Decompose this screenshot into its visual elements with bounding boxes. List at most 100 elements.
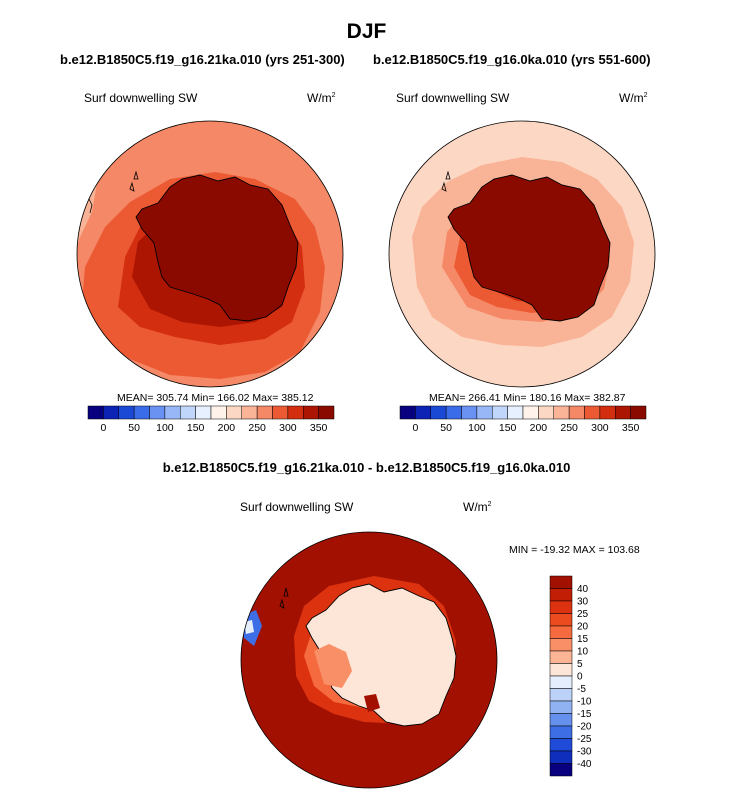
right-colorbar-label: 350	[622, 422, 640, 434]
panel-right-variable: Surf downwelling SW	[396, 91, 510, 105]
right-colorbar-label: 150	[499, 422, 517, 434]
panel-left-stats: MEAN= 305.74 Min= 166.02 Max= 385.12	[117, 392, 314, 404]
diff-map	[240, 531, 498, 789]
panel-right-subtitle: b.e12.B1850C5.f19_g16.0ka.010 (yrs 551-6…	[373, 52, 651, 67]
panel-left-units: W/m2	[307, 91, 336, 105]
left-colorbar-label: 0	[100, 422, 106, 434]
left-colorbar-swatch	[256, 405, 273, 420]
right-south-america-tip	[441, 170, 451, 192]
right-colorbar-swatch	[538, 405, 554, 420]
right-colorbar-swatch	[415, 405, 431, 420]
right-colorbar-label: 0	[412, 422, 418, 434]
left-colorbar-swatch	[133, 405, 150, 420]
diff-colorbar-swatch	[549, 750, 573, 764]
diff-antarctica	[305, 583, 457, 727]
right-colorbar-swatch	[553, 405, 570, 420]
diff-colorbar-swatch	[549, 650, 573, 664]
right-map-border	[388, 120, 656, 388]
left-colorbar-label: 100	[156, 422, 174, 434]
right-colorbar-swatch	[568, 405, 585, 420]
diff-colorbar-label: 0	[577, 672, 583, 683]
diff-colorbar-swatch	[549, 588, 573, 602]
panel-left-map	[76, 120, 344, 388]
left-colorbar-label: 150	[187, 422, 205, 434]
diff-colorbar-label: -30	[577, 747, 592, 758]
diff-colorbar-swatch	[549, 738, 573, 752]
diff-units: W/m2	[463, 500, 492, 514]
right-colorbar-label: 300	[591, 422, 609, 434]
left-colorbar-label: 250	[248, 422, 266, 434]
diff-colorbar-swatch	[549, 675, 573, 689]
right-colorbar-swatch	[615, 405, 631, 420]
left-colorbar-swatch	[318, 405, 335, 420]
left-antarctica	[135, 174, 299, 322]
diff-colorbar-swatch	[549, 725, 573, 739]
panel-right-colorbar: 0 50 100 150 200 250 300 350	[399, 405, 647, 434]
diff-colorbar-swatch	[549, 688, 573, 702]
panel-left-variable: Surf downwelling SW	[84, 91, 198, 105]
diff-shelf-anomaly	[364, 694, 380, 712]
diff-colorbar-label: -20	[577, 722, 592, 733]
right-colorbar-swatch	[630, 405, 647, 420]
left-colorbar-swatch	[180, 405, 196, 420]
diff-colorbar-swatch	[549, 713, 573, 727]
left-colorbar-swatch	[241, 405, 258, 420]
left-colorbar-swatch	[87, 405, 104, 420]
left-map-border	[76, 120, 344, 388]
diff-colorbar-label: -10	[577, 697, 592, 708]
left-colorbar-label: 50	[128, 422, 140, 434]
left-colorbar-label: 200	[218, 422, 236, 434]
left-colorbar-swatch	[303, 405, 319, 420]
diff-colorbar-swatch	[549, 638, 573, 652]
diff-south-america-tip	[279, 587, 289, 609]
right-colorbar-swatch	[584, 405, 601, 420]
diff-colorbar-label: 15	[577, 634, 589, 645]
diff-colorbar-label: 25	[577, 609, 589, 620]
panel-left-subtitle: b.e12.B1850C5.f19_g16.21ka.010 (yrs 251-…	[60, 52, 345, 67]
diff-colorbar-label: -40	[577, 759, 592, 770]
diff-colorbar-swatch	[549, 763, 573, 777]
left-colorbar-label: 300	[279, 422, 297, 434]
diff-colorbar-label: 40	[577, 584, 589, 595]
diff-ross-anomaly	[314, 644, 352, 688]
left-colorbar-label: 350	[310, 422, 328, 434]
panel-right-map	[388, 120, 656, 388]
diff-colorbar-label: 10	[577, 647, 589, 658]
left-colorbar-swatch	[149, 405, 166, 420]
right-colorbar-label: 250	[560, 422, 578, 434]
panel-left-colorbar: 0 50 100 150 200 250 300 350	[87, 405, 335, 434]
right-colorbar-label: 200	[530, 422, 548, 434]
left-colorbar-swatch	[195, 405, 212, 420]
diff-colorbar-swatch	[549, 575, 573, 589]
right-colorbar-swatch	[445, 405, 462, 420]
right-colorbar-label: 100	[468, 422, 486, 434]
diff-colorbar-label: -5	[577, 684, 586, 695]
left-colorbar-swatch	[103, 405, 119, 420]
left-colorbar-swatch	[272, 405, 289, 420]
diff-colorbar-swatch	[549, 700, 573, 714]
diff-title: b.e12.B1850C5.f19_g16.21ka.010 - b.e12.B…	[162, 460, 571, 475]
figure-title: DJF	[346, 20, 387, 43]
right-colorbar-swatch	[599, 405, 616, 420]
right-colorbar-swatch	[507, 405, 524, 420]
diff-colorbar-label: 30	[577, 597, 589, 608]
diff-colorbar-swatch	[549, 600, 573, 614]
right-colorbar-swatch	[399, 405, 416, 420]
diff-colorbar-swatch	[549, 663, 573, 677]
right-colorbar-swatch	[476, 405, 493, 420]
left-island-coast	[87, 196, 93, 214]
diff-variable: Surf downwelling SW	[240, 500, 354, 514]
diff-colorbar-swatch	[549, 613, 573, 627]
right-colorbar-swatch	[522, 405, 539, 420]
left-colorbar-swatch	[164, 405, 181, 420]
diff-stats: MIN = -19.32 MAX = 103.68	[509, 544, 640, 556]
left-colorbar-swatch	[118, 405, 135, 420]
diff-colorbar-label: -25	[577, 734, 592, 745]
right-antarctica	[447, 174, 611, 322]
diff-colorbar-swatch	[549, 625, 573, 639]
left-south-america-tip	[129, 170, 139, 192]
right-colorbar-swatch	[492, 405, 508, 420]
panel-right-stats: MEAN= 266.41 Min= 180.16 Max= 382.87	[429, 392, 626, 404]
diff-colorbar-label: 5	[577, 659, 583, 670]
